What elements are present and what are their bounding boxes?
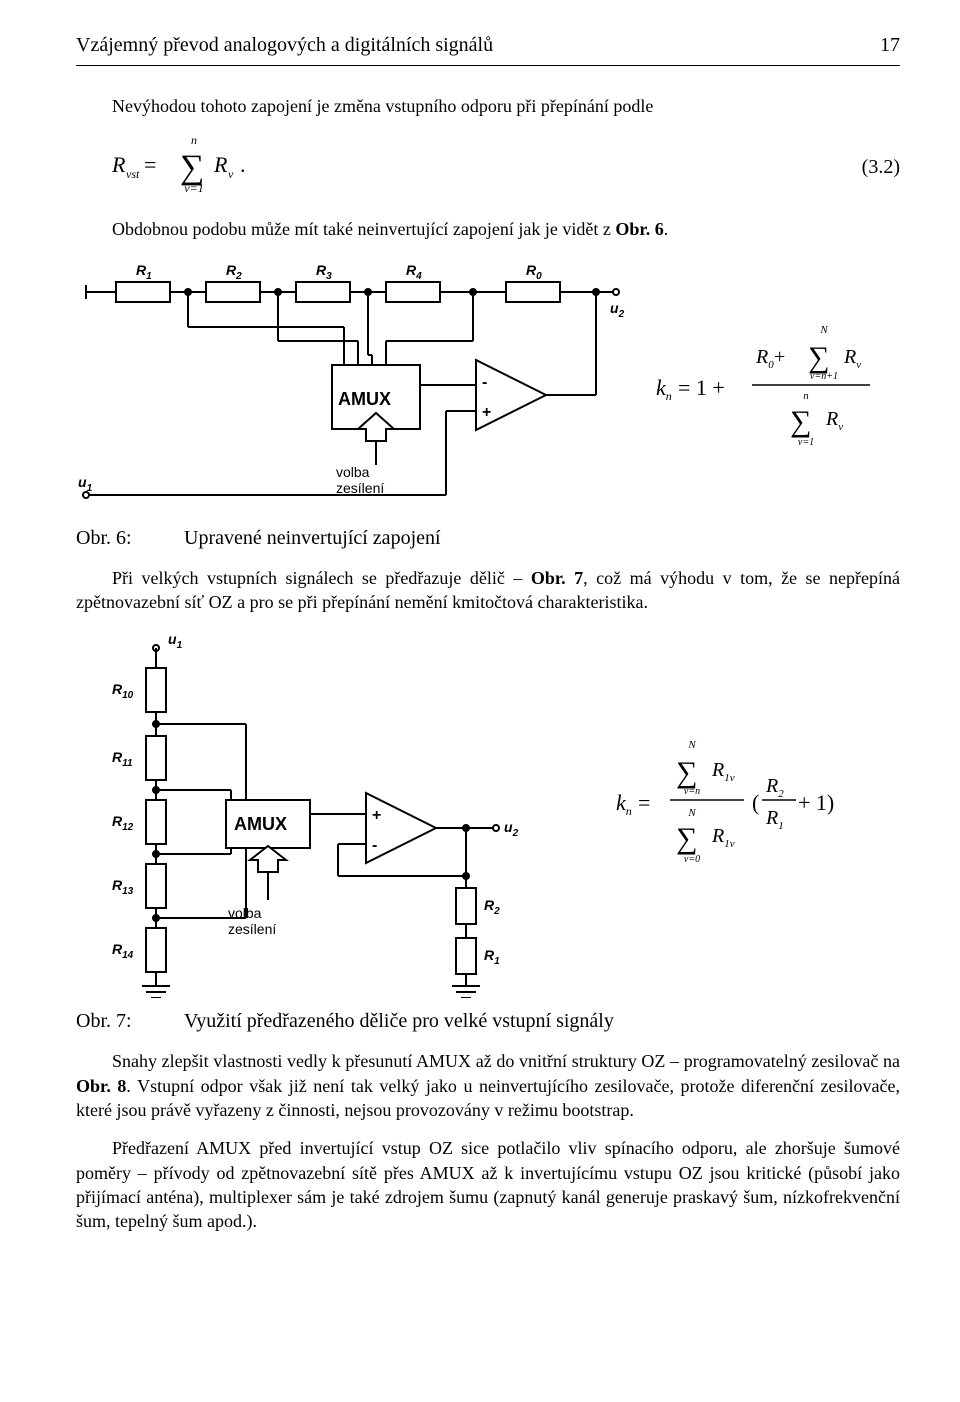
paragraph-1: Nevýhodou tohoto zapojení je změna vstup… bbox=[76, 94, 900, 118]
svg-text:u1: u1 bbox=[78, 474, 93, 494]
svg-text:+: + bbox=[774, 346, 785, 368]
equation-3-2: R vst = n ∑ v=1 R v . (3.2) bbox=[112, 132, 900, 202]
figure-6-caption: Obr. 6: Upravené neinvertující zapojení bbox=[76, 525, 900, 552]
svg-text:R4: R4 bbox=[406, 262, 422, 282]
eq32-sum-bot: v=1 bbox=[184, 181, 203, 195]
svg-text:R2: R2 bbox=[226, 262, 242, 282]
svg-text:AMUX: AMUX bbox=[234, 814, 287, 834]
svg-text:(: ( bbox=[752, 790, 759, 815]
svg-text:N: N bbox=[819, 324, 828, 336]
svg-text:N: N bbox=[687, 807, 696, 819]
eq32-equals: = bbox=[144, 152, 156, 177]
p4-b: . Vstupní odpor však již není tak velký … bbox=[76, 1076, 900, 1120]
eq32-tail: . bbox=[240, 152, 246, 177]
svg-text:zesílení: zesílení bbox=[228, 921, 276, 937]
svg-text:R2: R2 bbox=[765, 775, 784, 800]
p4-bold: Obr. 8 bbox=[76, 1076, 126, 1096]
figure-6: R1 R2 R3 R4 R0 u2 u1 AMUX - + volba zesí… bbox=[76, 255, 900, 515]
svg-text:R0: R0 bbox=[526, 262, 542, 282]
svg-text:zesílení: zesílení bbox=[336, 480, 384, 496]
svg-text:R1v: R1v bbox=[711, 759, 735, 784]
svg-text:R12: R12 bbox=[112, 813, 134, 833]
svg-text:R13: R13 bbox=[112, 877, 134, 897]
paragraph-5: Předřazení AMUX před invertující vstup O… bbox=[76, 1136, 900, 1233]
svg-text:AMUX: AMUX bbox=[338, 389, 391, 409]
eq32-rhs: R bbox=[213, 152, 228, 177]
p2-bold: Obr. 6 bbox=[615, 219, 663, 239]
svg-text:R11: R11 bbox=[112, 749, 133, 769]
svg-text:R3: R3 bbox=[316, 262, 332, 282]
svg-text:+ 1): + 1) bbox=[798, 790, 834, 815]
eq32-number: (3.2) bbox=[852, 154, 900, 181]
svg-text:= 1 +: = 1 + bbox=[678, 375, 725, 400]
eq32-expression: R vst = n ∑ v=1 R v . bbox=[112, 132, 282, 202]
svg-text:n: n bbox=[803, 390, 809, 402]
svg-text:v=0: v=0 bbox=[684, 854, 700, 865]
svg-text:-: - bbox=[482, 374, 487, 391]
sigma-icon: ∑ bbox=[808, 341, 829, 374]
svg-text:v=n+1: v=n+1 bbox=[810, 371, 838, 382]
page-number: 17 bbox=[880, 32, 900, 59]
svg-text:+: + bbox=[372, 807, 381, 824]
figure-7-title: Využití předřazeného děliče pro velké vs… bbox=[184, 1008, 900, 1035]
svg-text:+: + bbox=[482, 404, 491, 421]
running-header: Vzájemný převod analogových a digitálníc… bbox=[76, 32, 900, 59]
svg-text:=: = bbox=[638, 790, 650, 815]
svg-text:u2: u2 bbox=[610, 300, 625, 320]
svg-text:R1: R1 bbox=[765, 807, 784, 832]
page-root: Vzájemný převod analogových a digitálníc… bbox=[0, 0, 960, 1308]
svg-text:volba: volba bbox=[228, 905, 262, 921]
svg-text:v=n: v=n bbox=[684, 786, 700, 797]
figure-7-caption: Obr. 7: Využití předřazeného děliče pro … bbox=[76, 1008, 900, 1035]
eq32-lhs-sub: vst bbox=[126, 167, 140, 181]
svg-text:R1: R1 bbox=[136, 262, 152, 282]
svg-text:R14: R14 bbox=[112, 941, 134, 961]
svg-text:u2: u2 bbox=[504, 819, 519, 839]
figure-6-label: Obr. 6: bbox=[76, 525, 184, 552]
svg-text:volba: volba bbox=[336, 464, 370, 480]
p2-b: . bbox=[664, 219, 669, 239]
p3-a: Při velkých vstupních signálech se předř… bbox=[112, 568, 531, 588]
eq32-lhs: R bbox=[112, 152, 126, 177]
eq32-rhs-sub: v bbox=[228, 167, 234, 181]
paragraph-2: Obdobnou podobu může mít také neinvertuj… bbox=[76, 217, 900, 241]
header-rule bbox=[76, 65, 900, 66]
paragraph-4: Snahy zlepšit vlastnosti vedly k přesunu… bbox=[76, 1049, 900, 1122]
svg-text:Rv: Rv bbox=[825, 408, 843, 433]
svg-text:kn: kn bbox=[656, 375, 672, 403]
svg-text:-: - bbox=[372, 837, 377, 854]
svg-text:R2: R2 bbox=[484, 897, 500, 917]
p2-a: Obdobnou podobu může mít také neinvertuj… bbox=[112, 219, 615, 239]
eq32-sum-top: n bbox=[191, 133, 197, 147]
svg-text:Rv: Rv bbox=[843, 346, 861, 371]
sigma-icon: ∑ bbox=[790, 405, 811, 438]
figure-6-title: Upravené neinvertující zapojení bbox=[184, 525, 900, 552]
svg-text:v=1: v=1 bbox=[798, 437, 814, 448]
sigma-icon: ∑ bbox=[676, 756, 697, 789]
p3-bold: Obr. 7 bbox=[531, 568, 583, 588]
paragraph-3: Při velkých vstupních signálech se předř… bbox=[76, 566, 900, 615]
svg-text:R1: R1 bbox=[484, 947, 500, 967]
figure-7-label: Obr. 7: bbox=[76, 1008, 184, 1035]
sigma-icon: ∑ bbox=[676, 822, 697, 855]
svg-text:R0: R0 bbox=[755, 346, 774, 371]
svg-text:N: N bbox=[687, 739, 696, 751]
svg-text:R10: R10 bbox=[112, 681, 134, 701]
running-title: Vzájemný převod analogových a digitálníc… bbox=[76, 32, 493, 59]
figure-7: u1 R10 R11 R12 R13 R14 AMUX + - u2 R2 R1… bbox=[76, 628, 900, 998]
svg-text:R1v: R1v bbox=[711, 825, 735, 850]
svg-text:u1: u1 bbox=[168, 631, 183, 651]
svg-text:kn: kn bbox=[616, 790, 632, 818]
p4-a: Snahy zlepšit vlastnosti vedly k přesunu… bbox=[112, 1051, 900, 1071]
